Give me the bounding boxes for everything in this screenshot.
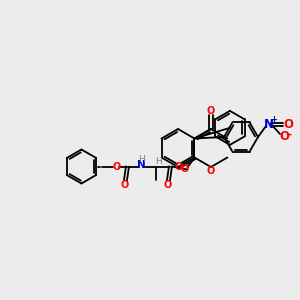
Text: -: - xyxy=(287,130,291,140)
Text: N: N xyxy=(264,118,274,130)
Text: H: H xyxy=(155,157,162,166)
Text: O: O xyxy=(283,118,293,130)
Text: +: + xyxy=(271,116,278,124)
Text: N: N xyxy=(137,160,146,170)
Text: O: O xyxy=(174,162,183,172)
Text: O: O xyxy=(120,179,129,190)
Text: O: O xyxy=(207,167,215,176)
Text: O: O xyxy=(112,161,121,172)
Text: O: O xyxy=(279,130,289,142)
Text: O: O xyxy=(180,164,189,175)
Text: O: O xyxy=(207,106,215,116)
Text: H: H xyxy=(138,155,145,164)
Text: O: O xyxy=(163,179,172,190)
